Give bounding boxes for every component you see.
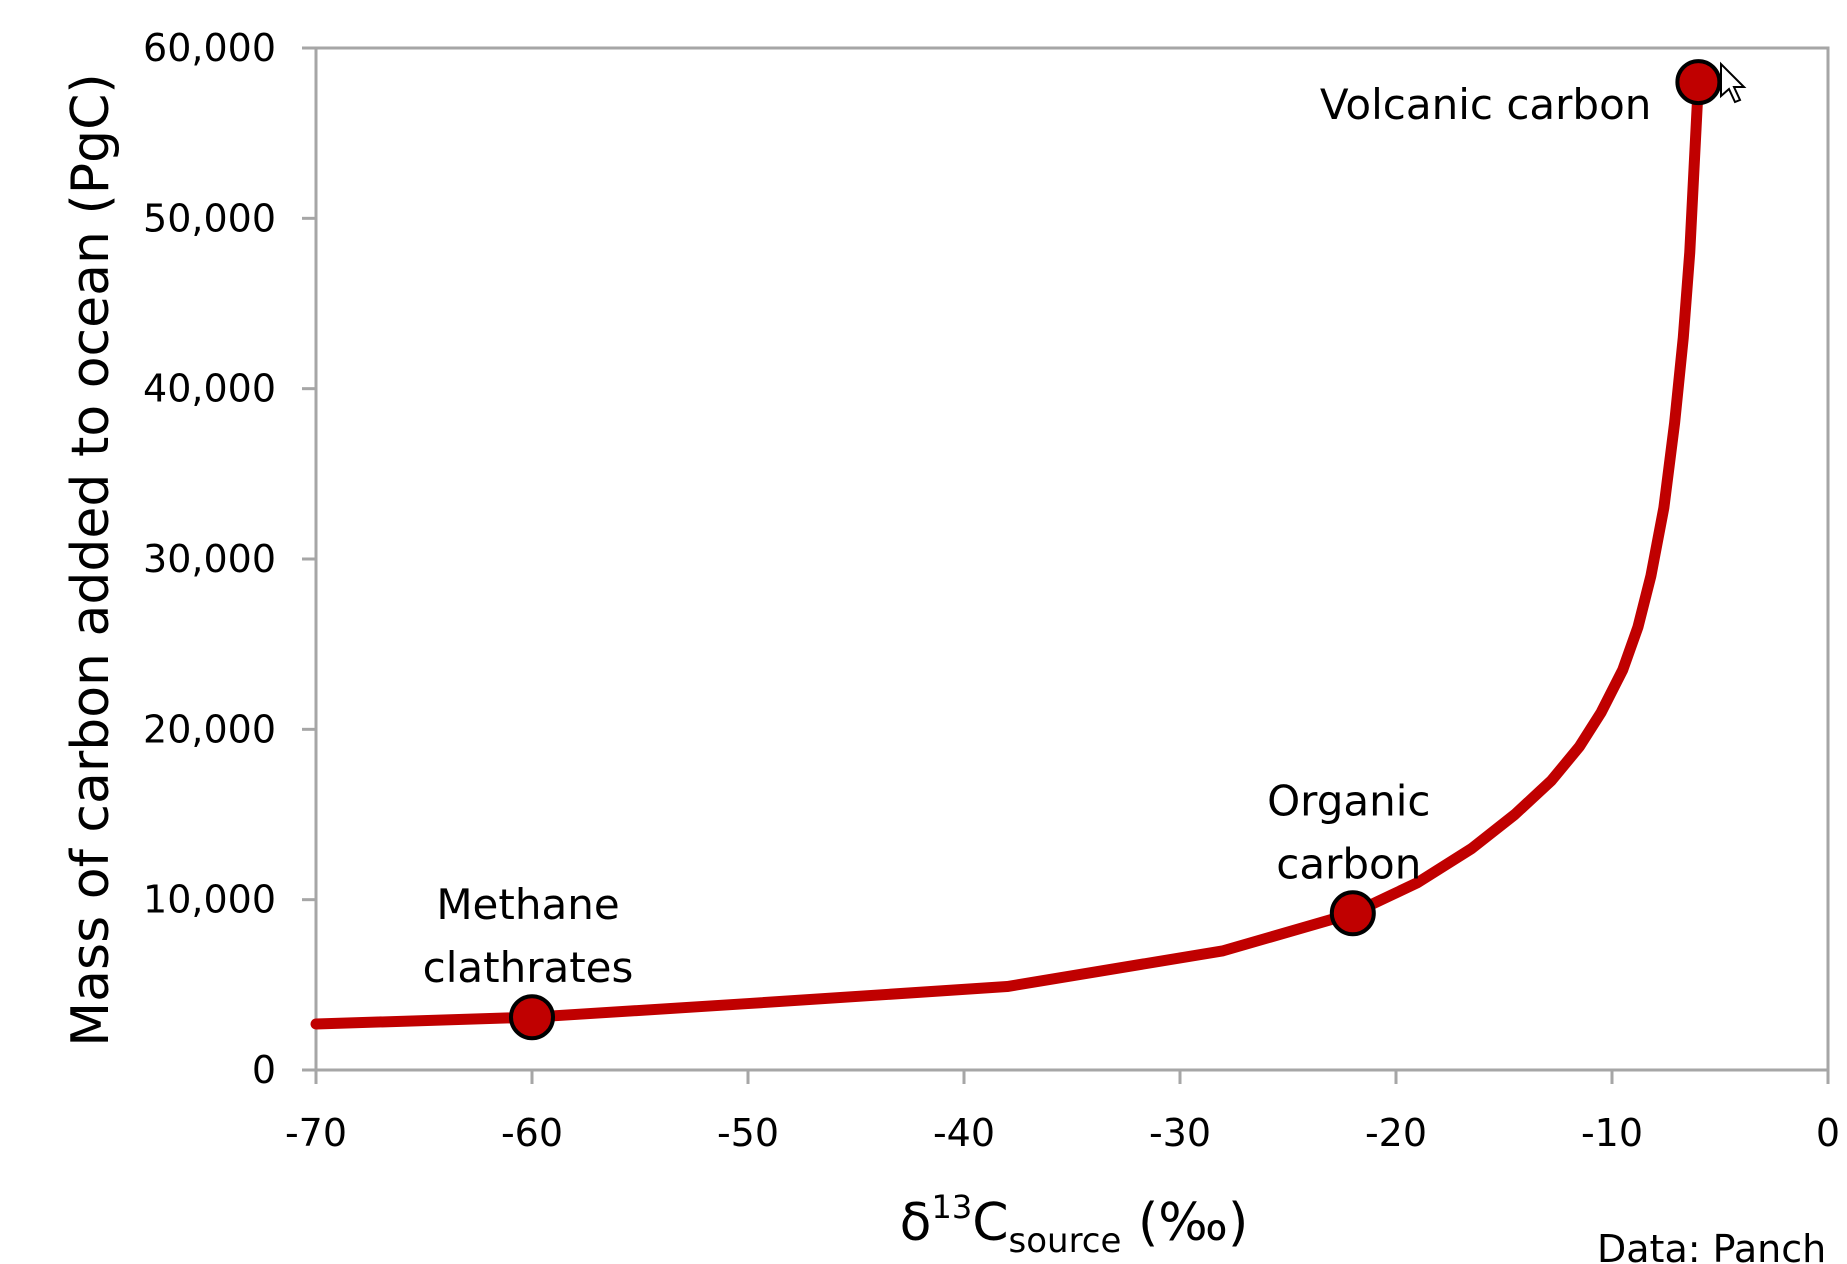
x-tick-label: -60 — [501, 1111, 563, 1155]
x-axis-title: δ13Csource (‰) — [900, 1188, 1249, 1261]
y-tick-label: 30,000 — [143, 537, 276, 581]
series-line — [310, 76, 1704, 1030]
y-tick-label: 10,000 — [143, 878, 276, 922]
x-tick-label: 0 — [1816, 1111, 1840, 1155]
highlighted-points — [509, 59, 1722, 1041]
y-tick-label: 0 — [252, 1048, 276, 1092]
y-tick-label: 20,000 — [143, 707, 276, 751]
x-tick-label: -20 — [1365, 1111, 1427, 1155]
x-tick-label: -70 — [285, 1111, 347, 1155]
y-tick-label: 40,000 — [143, 367, 276, 411]
y-tick-label: 60,000 — [143, 26, 276, 70]
mouse-cursor-icon — [1720, 61, 1747, 104]
data-point — [1675, 59, 1722, 106]
y-axis-title: Mass of carbon added to ocean (PgC) — [61, 73, 121, 1046]
x-tick-label: -30 — [1149, 1111, 1211, 1155]
data-credit: Data: Panch — [1597, 1227, 1826, 1264]
data-point — [509, 994, 555, 1041]
x-axis-ticks: -70 -60 -50 -40 -30 -20 -10 0 — [285, 1070, 1840, 1155]
point-annotation: Organic carbon — [1267, 776, 1430, 888]
point-annotation: Volcanic carbon — [1320, 80, 1651, 129]
x-tick-label: -50 — [717, 1111, 779, 1155]
point-annotations: Methane clathrates Organic carbon Volcanic c… — [423, 80, 1652, 992]
y-axis-ticks: 0 10,000 20,000 30,000 40,000 50,000 60,000 — [143, 26, 316, 1092]
data-point — [1329, 890, 1376, 937]
x-tick-label: -40 — [933, 1111, 995, 1155]
y-tick-label: 50,000 — [143, 196, 276, 240]
x-tick-label: -10 — [1581, 1111, 1643, 1155]
point-annotation: Methane clathrates — [423, 880, 634, 992]
